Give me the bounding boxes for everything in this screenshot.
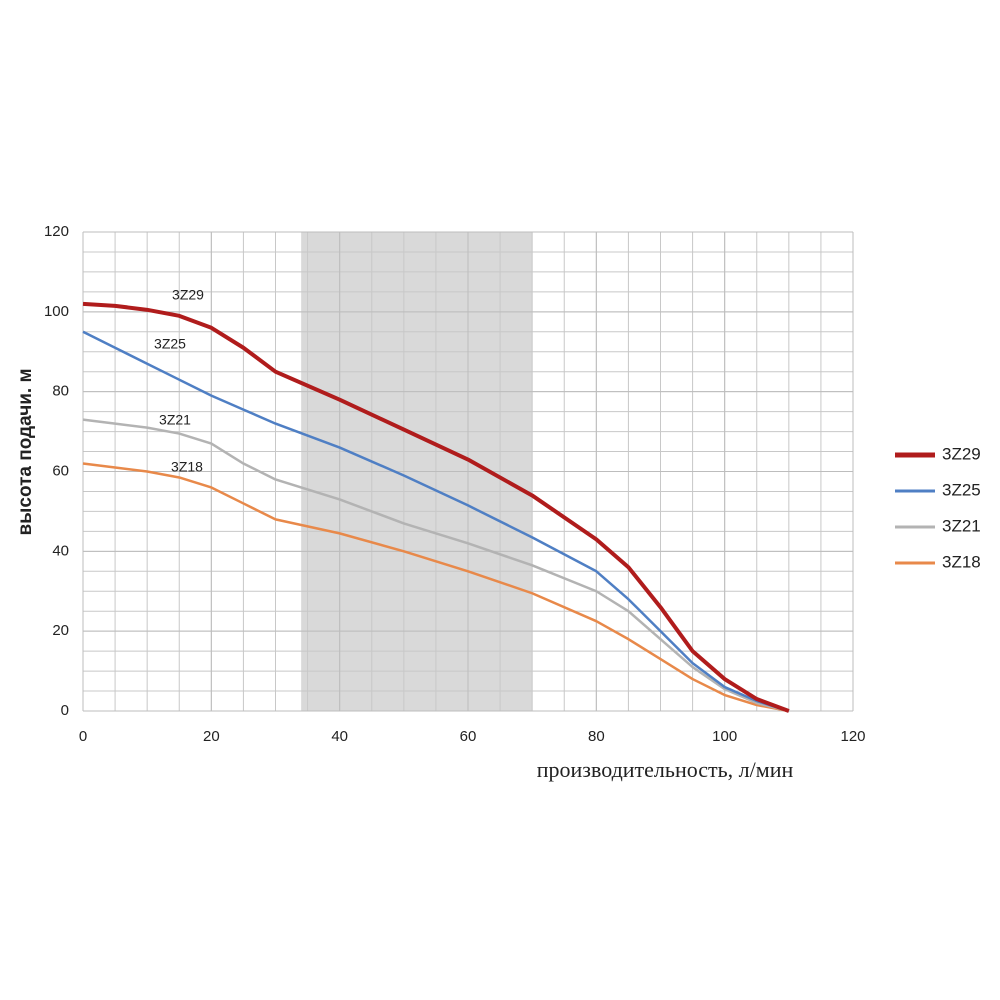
y-tick-label: 100 [44, 303, 69, 320]
x-tick-label: 120 [840, 728, 865, 745]
series-label: 3Z29 [172, 287, 204, 303]
legend-label: 3Z29 [942, 444, 981, 463]
series-label: 3Z21 [159, 412, 191, 428]
x-axis-label: производительность, л/мин [537, 757, 794, 782]
series-line [82, 301, 790, 713]
x-tick-label: 40 [331, 728, 348, 745]
y-tick-label: 40 [52, 542, 69, 559]
y-tick-label: 20 [52, 622, 69, 639]
legend-label: 3Z25 [942, 480, 981, 499]
x-tick-label: 20 [203, 728, 220, 745]
series-label: 3Z18 [171, 459, 203, 475]
series-line [82, 330, 790, 713]
y-tick-label: 120 [44, 223, 69, 240]
y-axis-label: высота подачи. м [15, 368, 36, 535]
legend-label: 3Z18 [942, 552, 981, 571]
x-tick-label: 100 [712, 728, 737, 745]
legend-label: 3Z21 [942, 516, 981, 535]
series-line [82, 418, 790, 713]
x-tick-label: 0 [79, 728, 87, 745]
series-line [82, 462, 790, 713]
y-tick-label: 80 [52, 383, 69, 400]
x-tick-label: 80 [588, 728, 605, 745]
y-tick-label: 60 [52, 462, 69, 479]
x-tick-label: 60 [460, 728, 477, 745]
series-label: 3Z25 [154, 336, 186, 352]
y-tick-label: 0 [61, 702, 69, 719]
